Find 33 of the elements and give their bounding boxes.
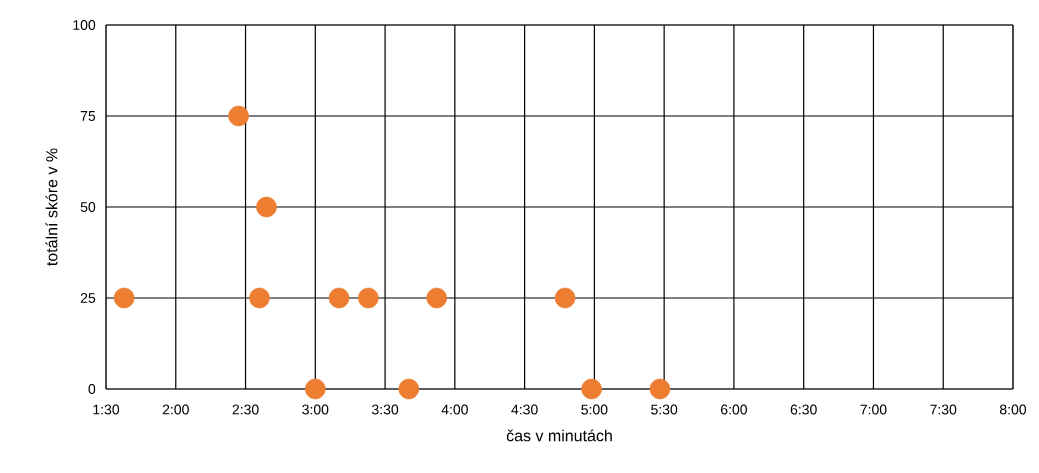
x-tick-label: 5:00 xyxy=(581,404,608,415)
point xyxy=(398,378,420,400)
point xyxy=(426,287,447,309)
x-tick-label: 5:30 xyxy=(651,404,678,415)
point xyxy=(649,378,671,400)
point xyxy=(358,287,379,309)
x-tick-label: 7:30 xyxy=(930,404,957,415)
x-tick-label: 1:30 xyxy=(93,404,120,415)
x-tick-label: 4:30 xyxy=(511,404,538,415)
point xyxy=(328,287,350,309)
x-tick-label: 8:00 xyxy=(999,404,1027,415)
x-tick-label: 6:00 xyxy=(721,404,747,415)
y-tick-label: 100 xyxy=(73,20,96,30)
x-tick-label: 4:00 xyxy=(441,404,468,415)
x-tick-label: 7:00 xyxy=(860,404,887,415)
point xyxy=(249,287,270,309)
point xyxy=(554,287,576,309)
y-tick-label: 25 xyxy=(80,293,96,303)
point xyxy=(113,287,135,309)
x-tick-label: 2:30 xyxy=(232,404,259,415)
point xyxy=(228,105,249,127)
y-axis-title: totální skóre v % xyxy=(45,148,58,266)
y-tick-label: 0 xyxy=(88,384,96,394)
x-tick-label: 3:00 xyxy=(302,404,329,415)
point xyxy=(256,196,277,218)
y-tick-label: 75 xyxy=(80,111,96,121)
y-tick-label: 50 xyxy=(80,202,96,212)
x-tick-label: 2:00 xyxy=(162,404,189,415)
point xyxy=(581,378,602,400)
point xyxy=(305,378,326,400)
x-axis-title: čas v minutách xyxy=(506,429,612,442)
x-tick-label: 3:30 xyxy=(371,404,399,415)
x-tick-label: 6:30 xyxy=(790,404,817,415)
